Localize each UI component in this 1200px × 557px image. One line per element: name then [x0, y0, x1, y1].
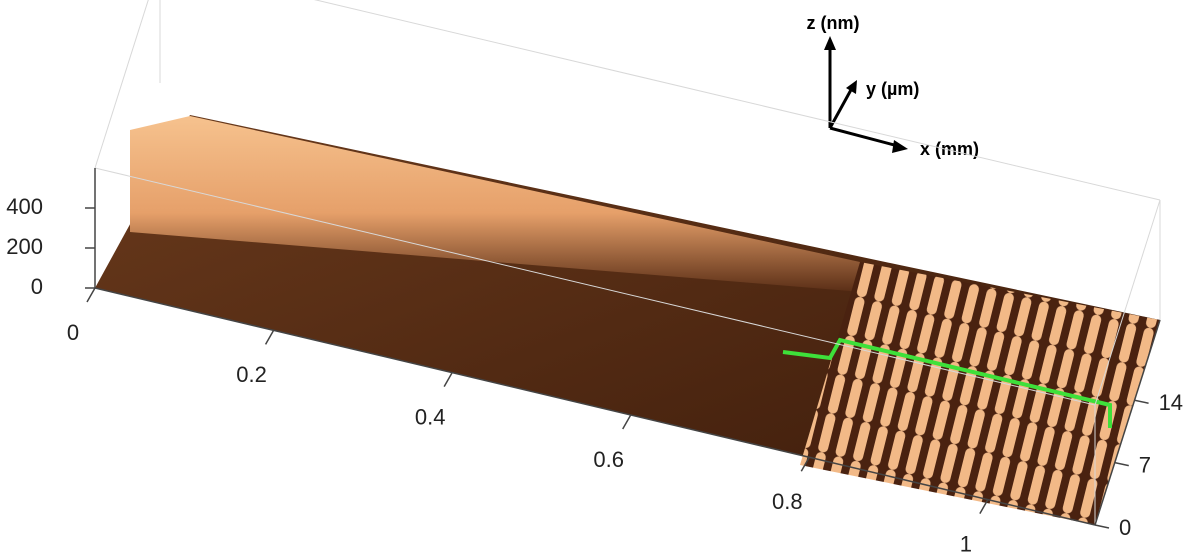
- x-tick: [443, 372, 453, 388]
- y-axis: [1094, 319, 1161, 526]
- y-arrow-head: [846, 80, 857, 94]
- x-tick: [622, 414, 632, 430]
- y-tick: [1114, 461, 1129, 467]
- y-label: y (µm): [866, 79, 919, 99]
- x-arrow-head: [892, 140, 908, 153]
- surface-pillars: [800, 262, 1160, 525]
- x-tick: [86, 287, 96, 303]
- surface: [95, 115, 1160, 525]
- x-tick-label: 0.6: [593, 447, 624, 472]
- x-tick-label: 0.8: [772, 489, 803, 514]
- z-label: z (nm): [807, 13, 860, 33]
- y-arrow: [828, 87, 854, 129]
- box-edge: [94, 167, 1096, 406]
- x-tick: [264, 329, 275, 345]
- box-edge: [94, 0, 149, 169]
- surface-ridge: [130, 116, 862, 292]
- x-label: x (mm): [920, 139, 979, 159]
- y-tick: [1094, 524, 1110, 529]
- y-tick-label: 0: [1119, 515, 1131, 540]
- x-tick: [979, 499, 989, 514]
- x-axis: [94, 287, 1096, 526]
- box-edge: [313, 0, 1161, 201]
- x-tick-label: 0.2: [236, 362, 267, 387]
- x-tick-label: 1: [960, 531, 972, 556]
- box-edge: [1094, 199, 1161, 406]
- z-arrow-head: [824, 36, 836, 50]
- y-tick: [1134, 399, 1149, 404]
- y-tick-label: 7: [1139, 452, 1151, 477]
- y-tick-label: 14: [1159, 390, 1183, 415]
- legend-axes: z (nm) y (µm) x (mm): [807, 13, 980, 159]
- z-tick-label: 0: [31, 274, 43, 299]
- x-tick-label: 0: [67, 320, 79, 345]
- x-tick-label: 0.4: [415, 404, 446, 429]
- x-tick: [800, 456, 810, 472]
- profile-line: [782, 337, 1112, 428]
- z-tick-label: 200: [6, 234, 43, 259]
- z-tick-label: 400: [6, 194, 43, 219]
- x-arrow: [829, 126, 899, 148]
